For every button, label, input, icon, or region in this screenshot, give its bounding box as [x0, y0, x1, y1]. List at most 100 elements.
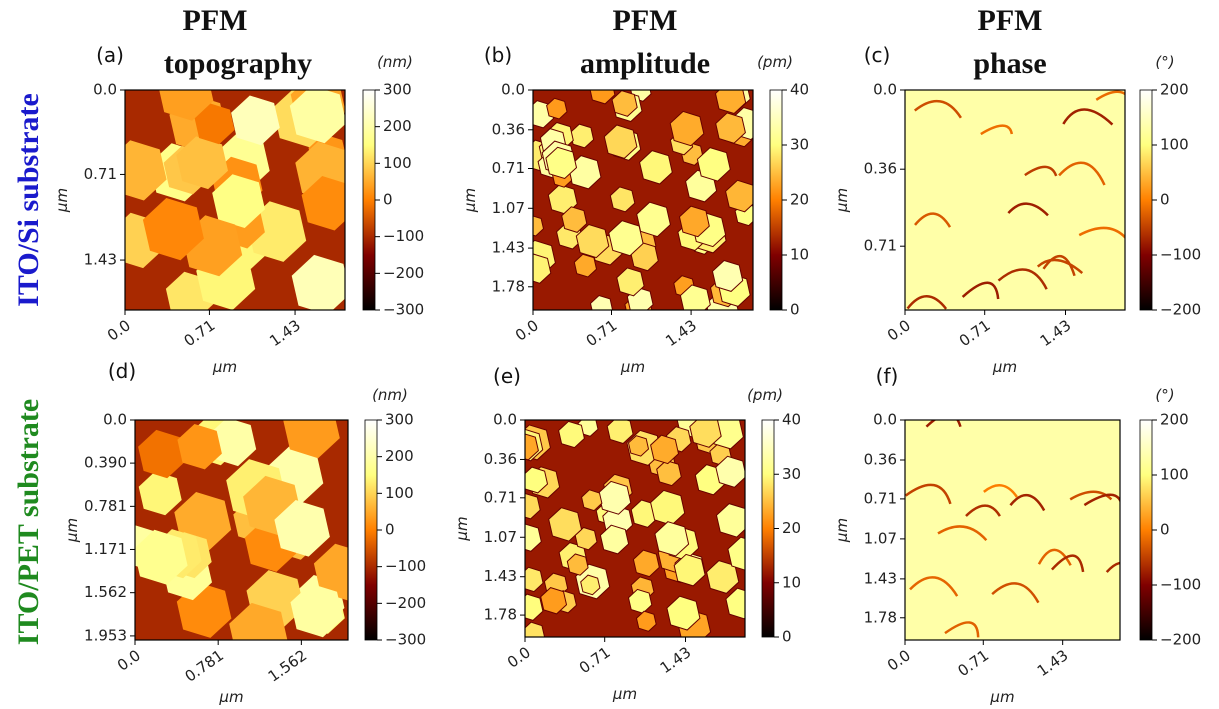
colorbar-tick-label: 0: [790, 301, 800, 319]
y-tick-label: 1.07: [492, 199, 525, 217]
colorbar-tick-label: 20: [790, 191, 809, 209]
grain: [274, 500, 330, 557]
image-frame: [134, 419, 349, 641]
grain: [650, 434, 680, 465]
grain: [606, 420, 634, 445]
colorbar-tick-label: 0: [782, 628, 792, 646]
grain: [575, 223, 610, 259]
grain: [231, 95, 280, 146]
image: [533, 90, 753, 310]
domain-wall: [1009, 494, 1046, 512]
y-axis-label: μm: [833, 188, 851, 213]
colorbar-tick-label: −100: [1160, 576, 1201, 594]
panel-label: (e): [493, 364, 521, 388]
grain: [246, 201, 307, 262]
y-tick-label: 1.07: [484, 528, 517, 546]
colorbar-tick-label: 200: [383, 117, 412, 135]
y-tick-label: 1.171: [84, 540, 127, 558]
grain: [561, 206, 588, 233]
x-tick-label: 1.43: [1037, 316, 1075, 350]
domain-wall: [1083, 493, 1120, 507]
colorbar-tick-label: 300: [383, 81, 412, 99]
grain: [525, 466, 549, 494]
grain: [715, 503, 745, 538]
colorbar-tick-label: 20: [782, 519, 801, 537]
grain: [678, 205, 710, 238]
y-tick-label: 1.07: [864, 529, 897, 547]
grain: [533, 215, 545, 237]
grain: [573, 253, 598, 278]
image-bg: [905, 420, 1120, 640]
colorbar-tick-label: 40: [782, 411, 801, 429]
grain: [283, 420, 340, 459]
row-label: ITO/PET substrate: [12, 399, 45, 645]
domain-wall: [980, 124, 1014, 136]
y-axis-label: μm: [461, 188, 479, 213]
grain: [313, 543, 348, 601]
grain: [525, 566, 544, 593]
grain: [609, 186, 636, 213]
domain-wall: [1105, 561, 1120, 573]
colorbar-tick-label: 0: [1160, 191, 1170, 209]
column-title: topography: [164, 47, 312, 80]
colorbar: [769, 89, 783, 311]
x-tick-label: 0.0: [884, 316, 914, 344]
grain: [669, 110, 705, 147]
x-tick-label: 0.0: [104, 316, 134, 344]
colorbar-tick-label: 100: [385, 484, 414, 502]
x-tick-label: 0.0: [884, 646, 914, 674]
grain: [581, 489, 603, 512]
grain: [229, 602, 288, 640]
domain-wall: [961, 281, 1000, 300]
colorbar-tick-label: −100: [1160, 246, 1201, 264]
colorbar-tick-label: 0: [383, 191, 393, 209]
domain-wall: [914, 212, 952, 228]
y-tick-label: 0.71: [484, 488, 517, 506]
domain-wall: [1058, 161, 1106, 186]
y-tick-label: 1.562: [84, 583, 127, 601]
panel-label: (d): [108, 359, 136, 383]
grain: [212, 174, 265, 228]
grain: [291, 254, 345, 310]
grain: [125, 140, 167, 201]
x-tick-label: 1.43: [662, 316, 700, 350]
domain-wall: [1007, 202, 1049, 217]
y-tick-label: 0.71: [492, 159, 525, 177]
colorbar-tick-label: 200: [385, 447, 414, 465]
image: [525, 420, 745, 637]
grain: [715, 455, 745, 488]
column-title: phase: [973, 47, 1046, 80]
y-tick-label: 1.953: [84, 626, 127, 644]
grain: [289, 90, 345, 144]
grain: [616, 267, 645, 297]
colorbar: [1139, 89, 1153, 311]
grain: [533, 253, 552, 284]
grain: [666, 595, 701, 631]
colorbar-unit: (pm): [757, 53, 793, 71]
colorbar: [761, 419, 775, 638]
colorbar-unit: (°): [1155, 53, 1174, 71]
grain: [138, 429, 186, 479]
x-tick-label: 1.43: [266, 316, 304, 350]
grain: [545, 146, 578, 180]
colorbar-tick-label: −200: [1160, 301, 1201, 319]
y-tick-label: 0.0: [501, 81, 525, 99]
y-tick-label: 0.36: [492, 120, 525, 138]
grain: [725, 587, 745, 620]
y-tick-label: 0.36: [864, 451, 897, 469]
y-tick-label: 1.43: [492, 239, 525, 257]
y-tick-label: 1.78: [484, 606, 517, 624]
domain-wall: [909, 576, 959, 597]
x-tick-label: 0.71: [956, 316, 994, 350]
domain-wall: [965, 504, 1001, 517]
grain: [727, 536, 745, 571]
grain: [679, 284, 711, 310]
grain: [636, 201, 671, 238]
grain: [696, 147, 731, 182]
y-tick-label: 0.0: [103, 411, 127, 429]
domain-wall: [991, 582, 1040, 604]
panel-label: (b): [484, 43, 512, 67]
column-title: PFM: [613, 4, 678, 37]
grain: [566, 553, 589, 576]
colorbar-unit: (°): [1155, 386, 1174, 404]
